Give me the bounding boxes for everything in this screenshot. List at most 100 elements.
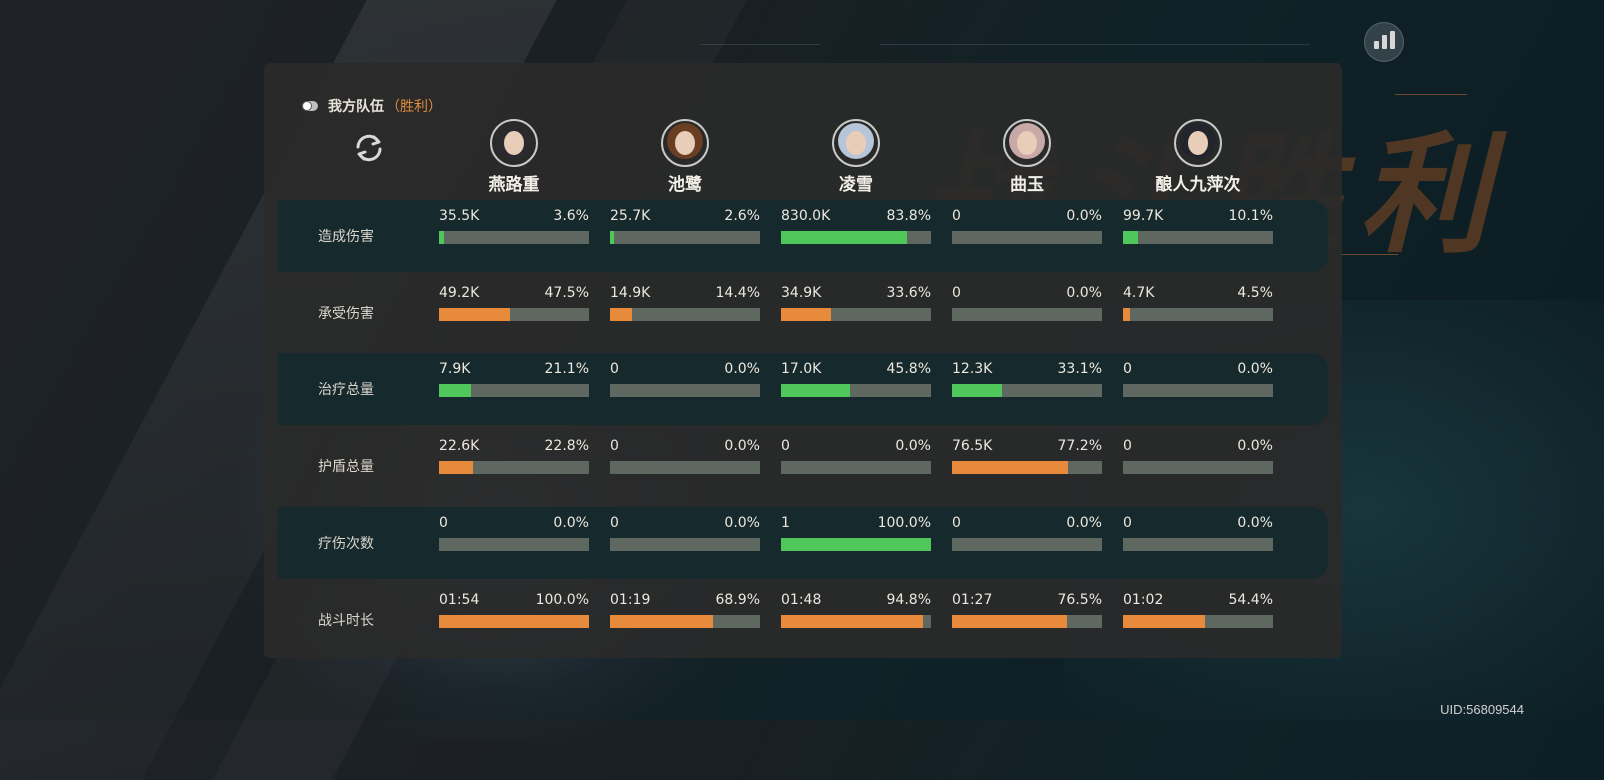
stat-value: 0: [439, 515, 448, 531]
stat-bar-fill: [439, 308, 511, 321]
avatar-face: [1188, 131, 1208, 155]
stat-label: 治疗总量: [318, 382, 374, 398]
stat-bar: [610, 461, 760, 474]
decor-line: [880, 44, 1310, 45]
stat-value: 4.7K: [1123, 285, 1155, 301]
stat-row: 战斗时长 01:54 100.0% 01:19 68.9% 01:48 94.8% 01:27…: [278, 584, 1328, 656]
stat-percent: 33.6%: [886, 285, 931, 301]
toggle-icon: [302, 101, 318, 111]
stat-percent: 2.6%: [724, 208, 760, 224]
bar-chart-icon: [1373, 41, 1379, 49]
player-column-header[interactable]: 曲玉: [952, 119, 1102, 195]
team-header[interactable]: 我方队伍 （胜利）: [302, 96, 442, 116]
stat-value: 49.2K: [439, 285, 480, 301]
stat-percent: 14.4%: [715, 285, 760, 301]
stat-value: 0: [952, 285, 961, 301]
stat-percent: 76.5%: [1057, 592, 1102, 608]
stat-bar-fill: [781, 615, 924, 628]
bar-chart-icon: [1389, 31, 1395, 49]
stat-value: 0: [610, 438, 619, 454]
stat-bar: [610, 231, 760, 244]
stat-row: 治疗总量 7.9K 21.1% 0 0.0% 17.0K 45.8% 12.3K 33.1% 0 0…: [278, 353, 1328, 425]
stat-bar: [781, 308, 931, 321]
statistics-button[interactable]: [1364, 22, 1404, 62]
avatar: [1174, 119, 1222, 167]
stat-bar: [1123, 384, 1273, 397]
stat-percent: 4.5%: [1237, 285, 1273, 301]
player-name: 酿人九萍次: [1155, 175, 1241, 195]
avatar: [1003, 119, 1051, 167]
avatar: [490, 119, 538, 167]
stat-bar-fill: [781, 384, 850, 397]
refresh-icon: [356, 134, 382, 162]
stat-bar: [952, 384, 1102, 397]
stat-percent: 83.8%: [886, 208, 931, 224]
stat-bar: [781, 461, 931, 474]
stat-cell: 830.0K 83.8%: [781, 208, 931, 244]
stat-value: 01:54: [439, 592, 480, 608]
player-column-header[interactable]: 燕路重: [439, 119, 589, 195]
stat-value: 99.7K: [1123, 208, 1164, 224]
stat-cell: 99.7K 10.1%: [1123, 208, 1273, 244]
avatar-face: [504, 131, 524, 155]
stat-cell: 01:19 68.9%: [610, 592, 760, 628]
stat-bar-fill: [610, 615, 714, 628]
player-column-header[interactable]: 凌雪: [781, 119, 931, 195]
avatar: [661, 119, 709, 167]
stat-value: 22.6K: [439, 438, 480, 454]
stat-cell: 0 0.0%: [1123, 361, 1273, 397]
stat-bar-fill: [952, 384, 1002, 397]
switch-team-button[interactable]: [352, 133, 386, 163]
stat-value: 1: [781, 515, 790, 531]
stat-percent: 21.1%: [544, 361, 589, 377]
stat-bar: [1123, 461, 1273, 474]
stat-value: 0: [1123, 515, 1132, 531]
stat-value: 34.9K: [781, 285, 822, 301]
stat-bar: [952, 461, 1102, 474]
stat-value: 01:27: [952, 592, 993, 608]
stat-label: 战斗时长: [318, 613, 374, 629]
stat-cell: 0 0.0%: [781, 438, 931, 474]
stat-cell: 0 0.0%: [952, 285, 1102, 321]
stat-bar-fill: [439, 384, 471, 397]
stat-value: 12.3K: [952, 361, 993, 377]
stat-bar: [610, 384, 760, 397]
stat-bar-fill: [781, 308, 832, 321]
stat-bar: [610, 538, 760, 551]
stat-label: 疗伤次数: [318, 536, 374, 552]
stat-cell: 0 0.0%: [439, 515, 589, 551]
stat-bar-fill: [1123, 231, 1139, 244]
stat-cell: 0 0.0%: [952, 515, 1102, 551]
stat-value: 0: [610, 515, 619, 531]
stat-percent: 47.5%: [544, 285, 589, 301]
stat-bar-fill: [952, 615, 1067, 628]
player-column-header[interactable]: 酿人九萍次: [1123, 119, 1273, 195]
stat-cell: 0 0.0%: [610, 361, 760, 397]
stat-percent: 0.0%: [1066, 515, 1102, 531]
stat-cell: 0 0.0%: [1123, 515, 1273, 551]
stat-percent: 0.0%: [553, 515, 589, 531]
stat-value: 830.0K: [781, 208, 831, 224]
stat-percent: 10.1%: [1228, 208, 1273, 224]
stat-value: 14.9K: [610, 285, 651, 301]
stat-bar-fill: [610, 231, 614, 244]
stat-cell: 12.3K 33.1%: [952, 361, 1102, 397]
battle-stats-panel: 我方队伍 （胜利） 燕路重 池鹭 凌雪 曲玉 酿人九萍次 造成伤害 35.5K 3.6% 25…: [264, 63, 1342, 658]
stat-bar: [781, 538, 931, 551]
stat-bar: [952, 615, 1102, 628]
player-column-header[interactable]: 池鹭: [610, 119, 760, 195]
stat-percent: 0.0%: [1237, 515, 1273, 531]
stat-percent: 77.2%: [1057, 438, 1102, 454]
stat-cell: 0 0.0%: [610, 438, 760, 474]
stat-label: 护盾总量: [318, 459, 374, 475]
stat-cell: 4.7K 4.5%: [1123, 285, 1273, 321]
stat-percent: 3.6%: [553, 208, 589, 224]
stat-cell: 35.5K 3.6%: [439, 208, 589, 244]
stat-bar-fill: [610, 308, 632, 321]
stat-value: 7.9K: [439, 361, 471, 377]
stat-row: 护盾总量 22.6K 22.8% 0 0.0% 0 0.0% 76.5K 77.2% 0 0.0%: [278, 430, 1328, 502]
stat-bar: [439, 538, 589, 551]
stat-percent: 0.0%: [1237, 361, 1273, 377]
stat-percent: 0.0%: [724, 438, 760, 454]
stat-percent: 100.0%: [535, 592, 589, 608]
